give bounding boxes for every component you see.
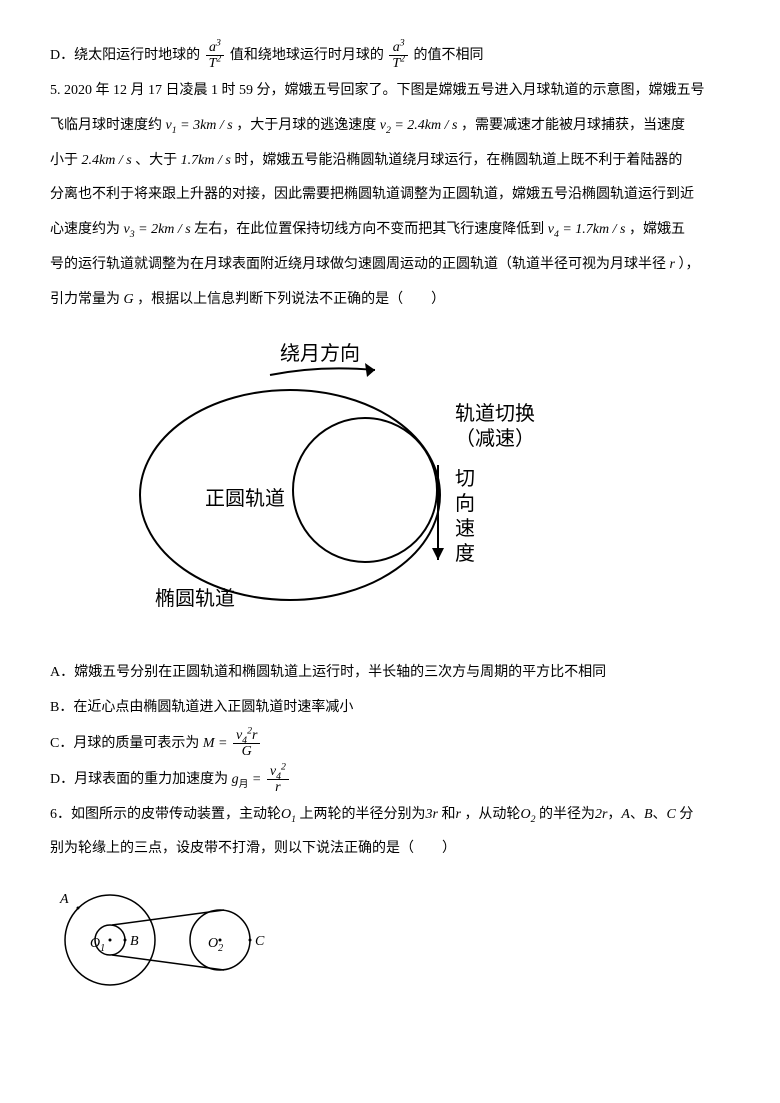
- formula-M: M =: [203, 736, 231, 751]
- label-tan1: 切: [455, 468, 475, 490]
- q5-line6: 号的运行轨道就调整为在月球表面附近绕月球做匀速圆周运动的正圆轨道（轨道半径可视为…: [50, 250, 730, 281]
- tangent-arrowhead: [432, 548, 444, 560]
- q5-line3: 小于 2.4km / s 、大于 1.7km / s 时，嫦娥五号能沿椭圆轨道绕…: [50, 146, 730, 177]
- formula-g: g: [232, 772, 239, 787]
- label-ellipse-orbit: 椭圆轨道: [155, 587, 235, 610]
- q5-l2c: ，需要减速才能被月球捕获，当速度: [461, 118, 685, 133]
- q5-l6a: 号的运行轨道就调整为在月球表面附近绕月球做匀速圆周运动的正圆轨道（轨道半径可视为…: [50, 257, 666, 272]
- center-o2: [219, 939, 222, 942]
- fraction-a3-t2-1: a3T2: [206, 40, 225, 72]
- q6-l1g2: 、: [653, 807, 667, 822]
- q6-l1a: 6．如图所示的皮带传动装置，主动轮: [50, 807, 281, 822]
- v2: v2 = 2.4km / s: [380, 118, 458, 133]
- q5-line5: 心速度约为 v3 = 2km / s 左右，在此位置保持切线方向不变而把其飞行速…: [50, 215, 730, 246]
- moon-circle: [293, 418, 437, 562]
- belt-bottom: [112, 955, 224, 970]
- speed-17: 1.7km / s: [181, 153, 231, 168]
- speed-24: 2.4km / s: [82, 153, 132, 168]
- q5c-prefix: C．月球的质量可表示为: [50, 736, 199, 751]
- q5-l7b: ，根据以上信息判断下列说法不正确的是（ ）: [137, 292, 445, 307]
- pB: B: [644, 807, 653, 822]
- q5-l5b: 左右，在此位置保持切线方向不变而把其飞行速度降低到: [194, 222, 544, 237]
- q5d-prefix: D．月球表面的重力加速度为: [50, 772, 228, 787]
- radius-r: r: [670, 257, 675, 272]
- direction-arrow: [270, 369, 375, 376]
- q6-line1: 6．如图所示的皮带传动装置，主动轮O1 上两轮的半径分别为3r 和r ，从动轮O…: [50, 800, 730, 831]
- q5-option-a: A．嫦娥五号分别在正圆轨道和椭圆轨道上运行时，半长轴的三次方与周期的平方比不相同: [50, 658, 730, 689]
- pulley-diagram: A B C O1 O2: [50, 875, 730, 1008]
- label-tan4: 度: [455, 542, 475, 565]
- label-a: A: [59, 892, 69, 907]
- v4: v4 = 1.7km / s: [548, 222, 626, 237]
- direction-arrowhead: [365, 363, 375, 377]
- v1: v1 = 3km / s: [166, 118, 233, 133]
- ellipse-orbit: [140, 390, 440, 600]
- point-c: [249, 939, 252, 942]
- label-direction: 绕月方向: [280, 342, 360, 365]
- q5-l3c: 时，嫦娥五号能沿椭圆轨道绕月球运行，在椭圆轨道上既不利于着陆器的: [234, 153, 682, 168]
- O1: O1: [281, 807, 296, 822]
- q6-l1c: 和: [441, 807, 455, 822]
- q4d-suffix: 的值不相同: [414, 48, 484, 63]
- label-tan3: 速: [455, 517, 475, 540]
- label-o1: O1: [90, 936, 105, 954]
- q5-option-d: D．月球表面的重力加速度为 g月 = v42r: [50, 764, 730, 796]
- q5-l2a: 飞临月球时速度约: [50, 118, 162, 133]
- belt-top: [112, 910, 224, 925]
- q5-l7a: 引力常量为: [50, 292, 120, 307]
- q5-line4: 分离也不利于将来跟上升器的对接，因此需要把椭圆轨道调整为正圆轨道，嫦娥五号沿椭圆…: [50, 180, 730, 211]
- q5-l5c: ，嫦娥五: [629, 222, 685, 237]
- q5-option-b: B．在近心点由椭圆轨道进入正圆轨道时速率减小: [50, 693, 730, 724]
- label-switch1: 轨道切换: [455, 402, 535, 425]
- q5-line2: 飞临月球时速度约 v1 = 3km / s ，大于月球的逃逸速度 v2 = 2.…: [50, 111, 730, 142]
- q5-l3a: 小于: [50, 153, 78, 168]
- q6-l1g: 、: [630, 807, 644, 822]
- const-G: G: [124, 292, 134, 307]
- label-c: C: [255, 934, 265, 949]
- label-circle-orbit: 正圆轨道: [205, 487, 285, 510]
- r2: 2r: [595, 807, 607, 822]
- q4-option-d: D．绕太阳运行时地球的 a3T2 值和绕地球运行时月球的 a3T2 的值不相同: [50, 40, 730, 72]
- q6-l1f: ，: [607, 807, 621, 822]
- q5-l3b: 、大于: [135, 153, 177, 168]
- point-a: [77, 907, 80, 910]
- q5-line1: 5. 2020 年 12 月 17 日凌晨 1 时 59 分，嫦娥五号回家了。下…: [50, 76, 730, 107]
- label-tan2: 向: [455, 492, 475, 515]
- fraction-v4r-G: v42rG: [233, 728, 260, 760]
- q6-line2: 别为轮缘上的三点，设皮带不打滑，则以下说法正确的是（ ）: [50, 834, 730, 865]
- q5-l5a: 心速度约为: [50, 222, 120, 237]
- label-switch2: （减速）: [455, 427, 535, 450]
- q5-l2b: ，大于月球的逃逸速度: [236, 118, 376, 133]
- r: r: [455, 807, 460, 822]
- q5-line7: 引力常量为 G ，根据以上信息判断下列说法不正确的是（ ）: [50, 285, 730, 316]
- orbit-diagram: 绕月方向 轨道切换 （减速） 正圆轨道 切 向 速 度 椭圆轨道: [130, 335, 730, 638]
- center-o1: [109, 939, 112, 942]
- v3: v3 = 2km / s: [124, 222, 191, 237]
- label-o2: O2: [208, 936, 223, 954]
- q6-l1d: ，从动轮: [464, 807, 520, 822]
- point-b: [124, 939, 127, 942]
- fraction-v4-r: v42r: [267, 764, 289, 796]
- q6-l1b: 上两轮的半径分别为: [300, 807, 426, 822]
- pC: C: [667, 807, 676, 822]
- r3: 3r: [426, 807, 438, 822]
- pA: A: [621, 807, 630, 822]
- q4d-prefix: D．绕太阳运行时地球的: [50, 48, 200, 63]
- O2: O2: [520, 807, 535, 822]
- q6-l1e: 的半径为: [539, 807, 595, 822]
- q5-l6b: ），: [678, 257, 699, 272]
- q6-l1h: 分: [679, 807, 693, 822]
- fraction-a3-t2-2: a3T2: [389, 40, 408, 72]
- label-b: B: [130, 934, 139, 949]
- q4d-mid: 值和绕地球运行时月球的: [230, 48, 384, 63]
- q5-option-c: C．月球的质量可表示为 M = v42rG: [50, 728, 730, 760]
